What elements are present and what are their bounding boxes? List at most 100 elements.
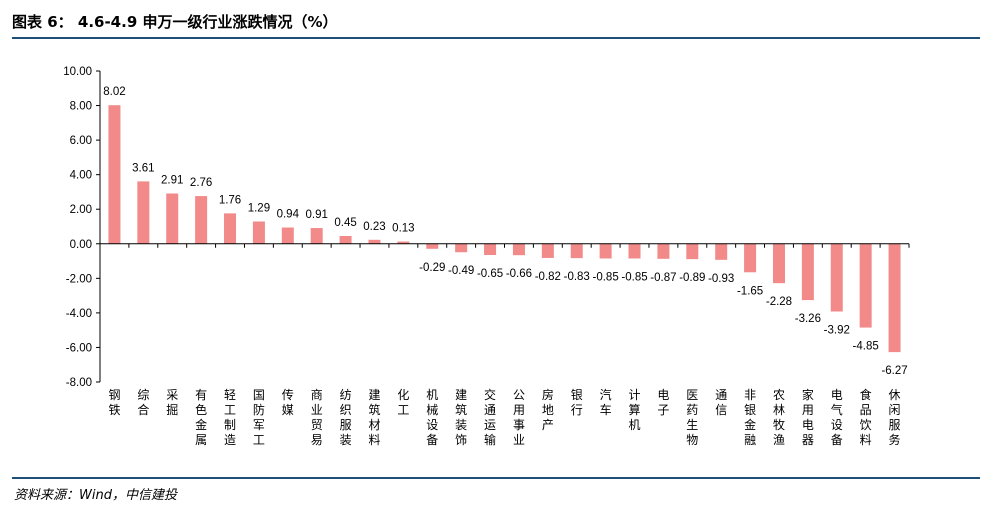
data-label: -0.29: [419, 262, 445, 274]
data-label: 1.76: [219, 194, 241, 206]
bar: [455, 243, 468, 253]
bar: [137, 181, 150, 244]
bar: [224, 213, 237, 244]
x-tick-label: 纺织服装: [340, 388, 352, 447]
bar: [772, 243, 785, 284]
data-label: 0.91: [306, 209, 328, 221]
bar: [628, 243, 641, 259]
data-label: -0.66: [506, 268, 532, 280]
data-label: 0.13: [392, 223, 414, 235]
bar: [744, 243, 757, 273]
x-tick-label: 机械设备: [426, 388, 438, 447]
chart-header: 图表 6： 4.6-4.9 申万一级行业涨跌情况（%）: [12, 8, 338, 36]
x-tick-label: 综合: [137, 388, 149, 417]
bar: [195, 196, 208, 244]
bar: [281, 227, 294, 244]
x-tick-label: 家用电器: [802, 387, 814, 447]
x-tick-label: 计算机: [629, 388, 641, 432]
bar: [830, 243, 843, 312]
footer-rule: [12, 477, 980, 479]
data-label: 0.94: [277, 209, 300, 221]
x-tick-label: 医药生物: [686, 388, 698, 447]
y-tick-label: -4.00: [66, 308, 92, 320]
data-label: 8.02: [103, 86, 125, 98]
data-label: 2.76: [190, 177, 212, 189]
x-tick-label: 有色金属: [195, 388, 207, 447]
data-label: 3.61: [132, 162, 154, 174]
data-label: -6.27: [881, 365, 907, 377]
bar: [339, 236, 352, 244]
bar: [426, 243, 439, 249]
bar: [512, 243, 525, 256]
data-label: -3.92: [824, 325, 850, 337]
data-label: -0.49: [448, 265, 474, 277]
data-label: -1.65: [737, 285, 763, 297]
y-tick-label: 4.00: [70, 170, 92, 182]
y-tick-label: 0.00: [70, 239, 92, 251]
x-tick-label: 银行: [571, 388, 583, 417]
y-tick-label: 8.00: [70, 101, 92, 113]
bar: [108, 105, 121, 244]
bar: [166, 193, 179, 244]
data-label: 0.45: [334, 217, 356, 229]
data-label: 0.23: [363, 221, 385, 233]
y-tick-label: -8.00: [66, 377, 92, 389]
y-tick-label: 10.00: [63, 66, 92, 78]
x-tick-label: 建筑材料: [368, 388, 380, 447]
data-label: -0.85: [621, 271, 647, 283]
y-tick-label: -2.00: [66, 273, 92, 285]
bar: [859, 243, 872, 328]
data-label: 2.91: [161, 174, 183, 186]
header-rule: [12, 37, 980, 39]
x-tick-label: 轻工制造: [224, 388, 236, 447]
x-tick-label: 食品饮料: [860, 387, 872, 447]
bar: [541, 243, 554, 258]
x-tick-label: 公用事业: [513, 388, 525, 447]
x-tick-label: 休闲服务: [889, 388, 901, 447]
data-label: -0.93: [708, 273, 734, 285]
data-label: -0.87: [650, 272, 676, 284]
x-tick-label: 通信: [715, 388, 727, 417]
x-tick-label: 电子: [657, 388, 669, 417]
data-label: -0.82: [535, 271, 561, 283]
x-tick-label: 电气设备: [831, 388, 843, 447]
x-tick-label: 房地产: [542, 387, 554, 432]
bar: [570, 243, 583, 259]
chart-title: 图表 6： 4.6-4.9 申万一级行业涨跌情况（%）: [12, 13, 338, 31]
bar: [888, 243, 901, 353]
x-tick-label: 钢铁: [108, 388, 120, 417]
source-note: 资料来源：Wind，中信建投: [14, 488, 177, 503]
x-tick-label: 汽车: [600, 387, 612, 417]
data-label: -2.28: [766, 296, 792, 308]
bar: [599, 243, 612, 259]
data-label: 1.29: [248, 202, 270, 214]
bar: [686, 243, 699, 260]
bar: [397, 241, 410, 244]
x-tick-label: 国防军工: [253, 388, 265, 447]
x-tick-label: 商业贸易: [311, 387, 323, 447]
y-tick-label: 6.00: [70, 135, 92, 147]
bar: [715, 243, 728, 260]
y-tick-label: -6.00: [66, 342, 92, 354]
x-tick-label: 交通运输: [484, 387, 496, 447]
data-label: -0.65: [477, 268, 503, 280]
x-tick-label: 建筑装饰: [455, 388, 467, 447]
x-tick-label: 非银金融: [744, 388, 756, 447]
x-tick-label: 化工: [397, 388, 409, 417]
y-tick-label: 2.00: [70, 204, 92, 216]
bar: [310, 228, 323, 244]
x-tick-label: 传媒: [282, 387, 294, 417]
x-tick-label: 农林牧渔: [773, 388, 785, 447]
bar: [368, 239, 381, 244]
data-label: -0.85: [593, 271, 619, 283]
data-label: -0.89: [679, 272, 705, 284]
data-label: -4.85: [853, 341, 879, 353]
bar: [252, 221, 265, 244]
bar: [801, 243, 814, 301]
bar: [657, 243, 670, 259]
data-label: -0.83: [564, 271, 590, 283]
x-tick-label: 采掘: [166, 388, 178, 417]
data-label: -3.26: [795, 313, 821, 325]
bar: [484, 243, 497, 256]
